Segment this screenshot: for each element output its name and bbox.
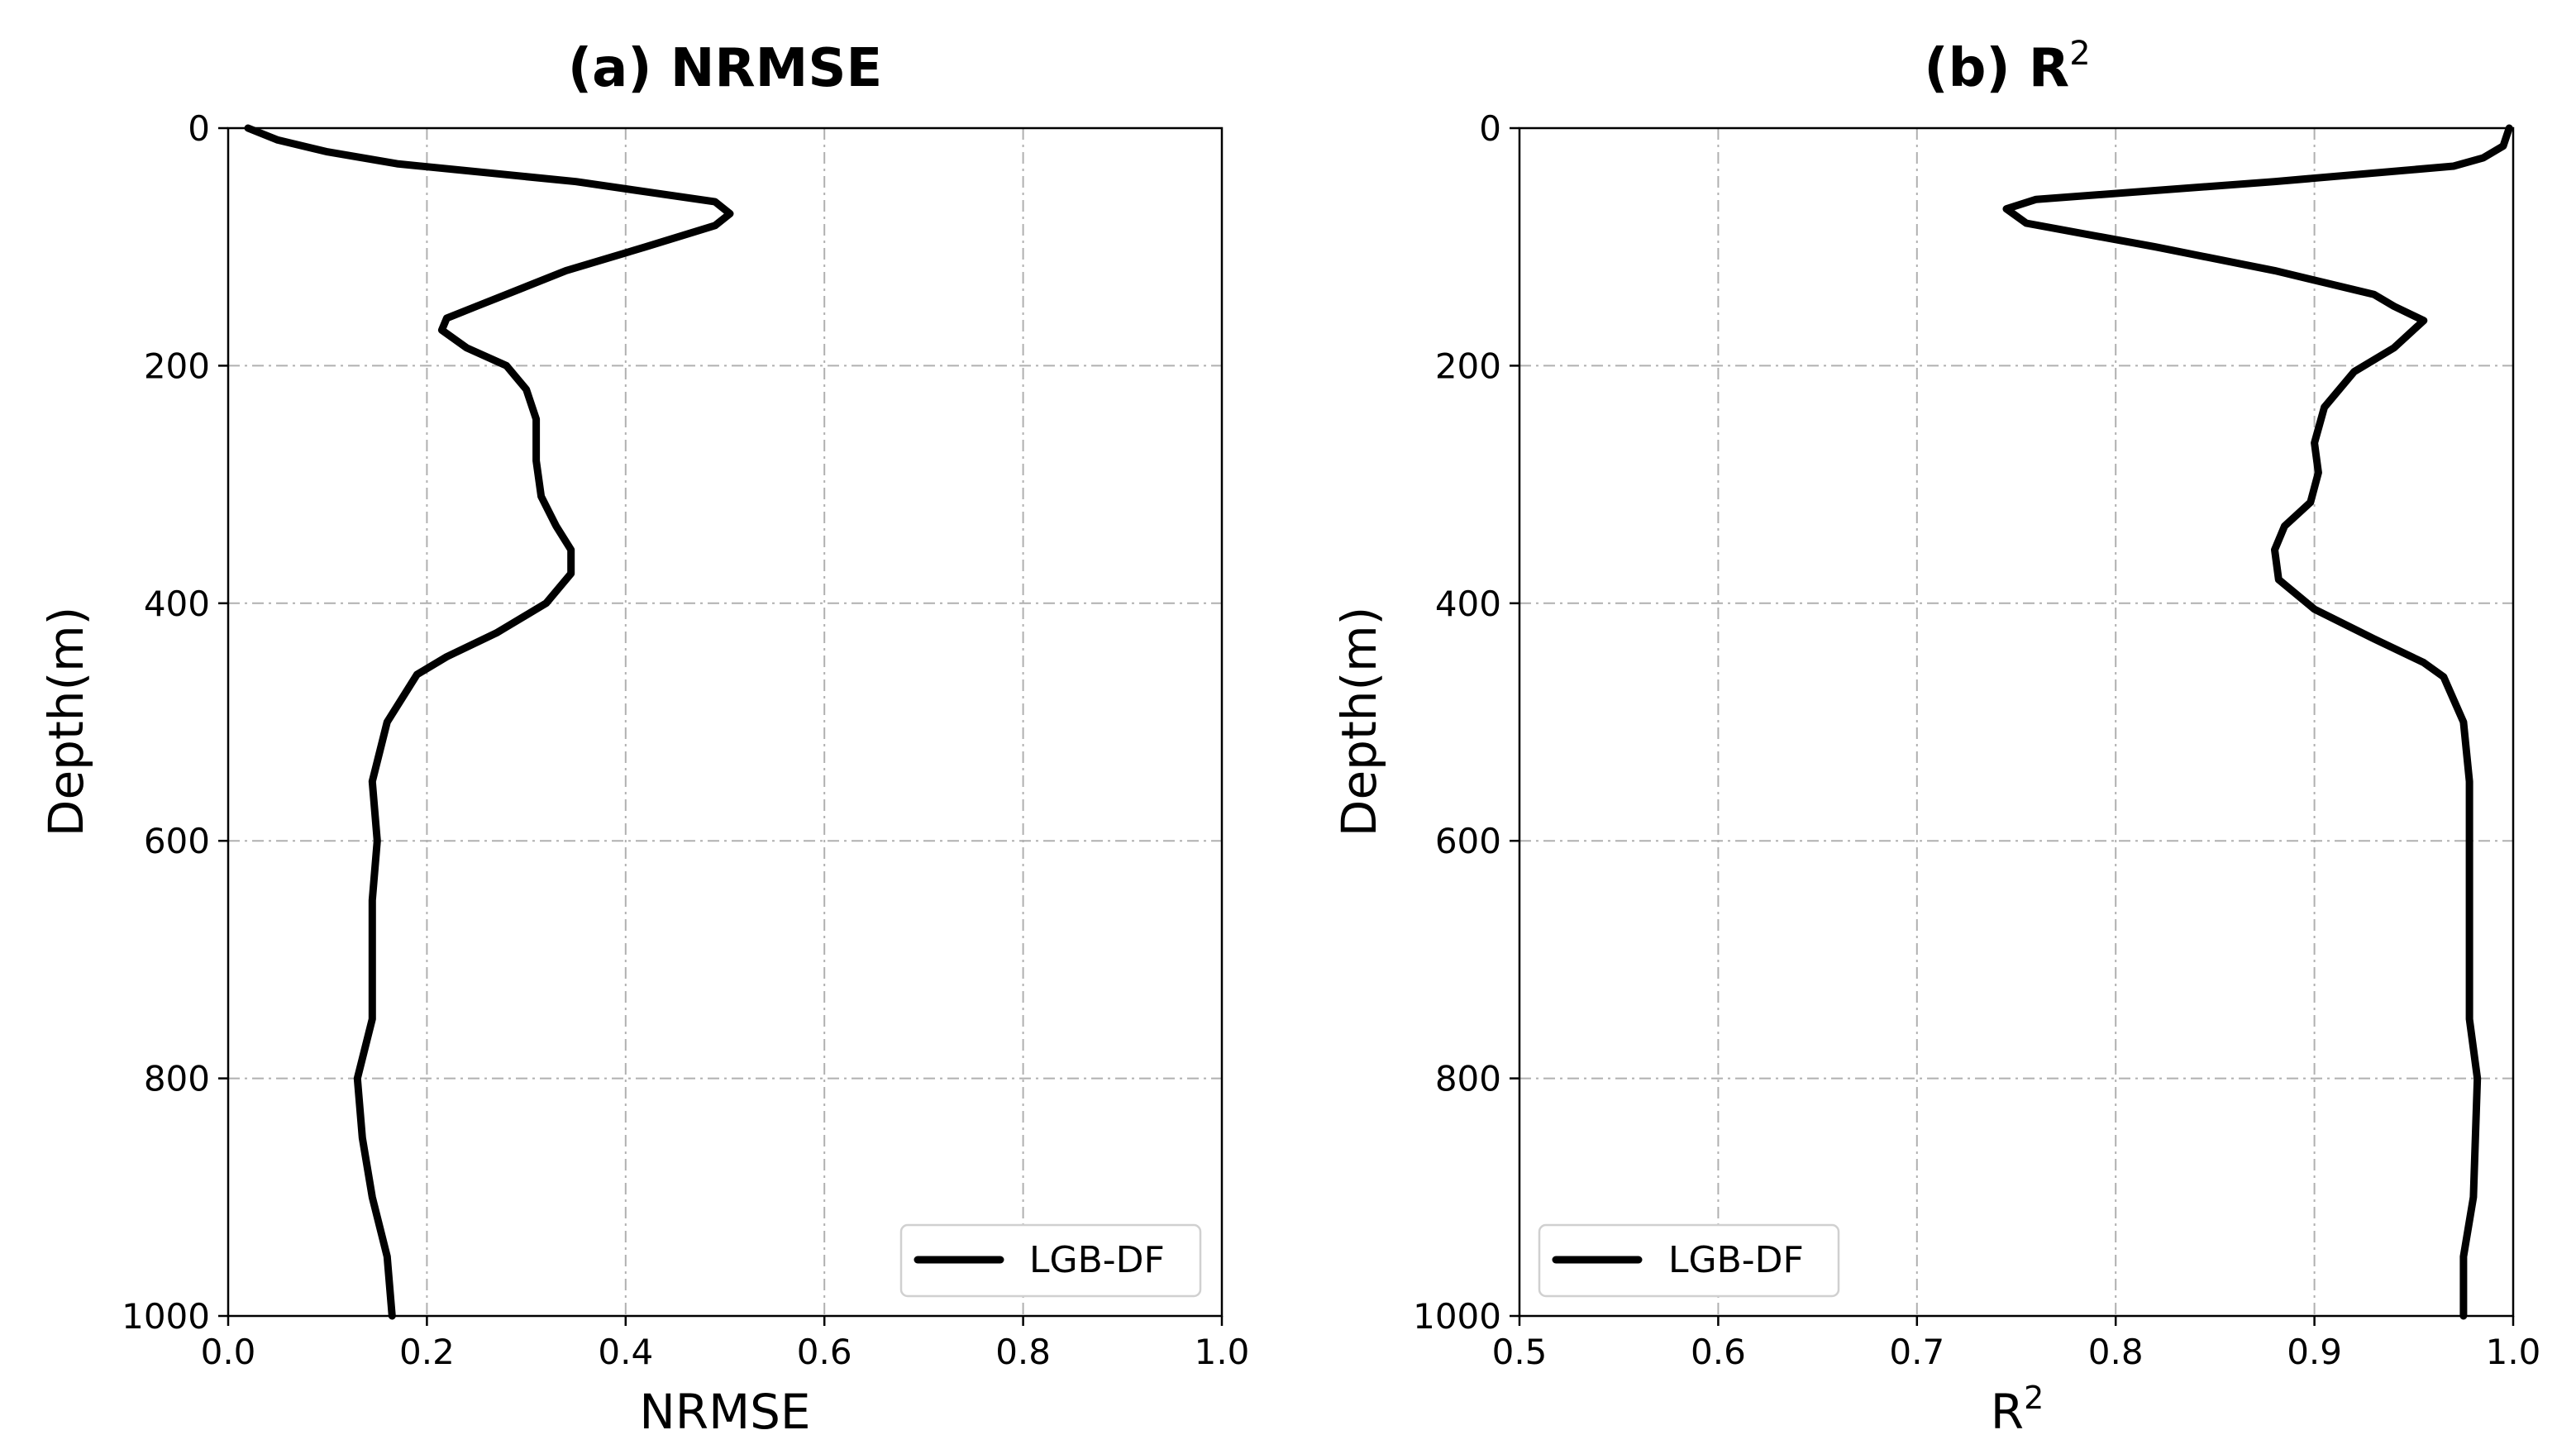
panel-b-title: (b) R2 bbox=[1924, 35, 2090, 99]
panel-b-grid bbox=[1519, 128, 2513, 1316]
x-tick-label: 0.8 bbox=[2088, 1332, 2144, 1372]
panel-b-title-sup: 2 bbox=[2069, 35, 2090, 73]
y-tick-label: 200 bbox=[1435, 346, 1501, 386]
panel-a-frame bbox=[227, 126, 1224, 1318]
y-tick-label: 600 bbox=[144, 821, 210, 861]
x-tick-label: 0.2 bbox=[399, 1332, 455, 1372]
panel-a-ylabel: Depth(m) bbox=[38, 607, 94, 837]
panel-a-legend-box bbox=[899, 1223, 1202, 1298]
panel-b-legend-box bbox=[1538, 1223, 1840, 1298]
panel-b-legend: LGB-DF bbox=[1538, 1223, 1840, 1298]
panel-b-frame bbox=[1518, 126, 2515, 1318]
panel-a-xlabel: NRMSE bbox=[639, 1384, 810, 1440]
panel-b-xlabel: R2 bbox=[1991, 1380, 2044, 1440]
x-tick-label: 0.6 bbox=[1691, 1332, 1746, 1372]
x-tick-label: 0.8 bbox=[995, 1332, 1051, 1372]
panel-a-series bbox=[244, 124, 734, 1320]
panel-b-xlabel-main: R bbox=[1991, 1384, 2024, 1440]
x-tick-label: 0.5 bbox=[1492, 1332, 1548, 1372]
panel-a-ticks: 0.0 0.2 0.4 0.6 0.8 1.0 0 200 400 600 800 1000 bbox=[122, 108, 1249, 1372]
panel-a-title: (a) NRMSE bbox=[568, 38, 882, 99]
panel-b-ylabel: Depth(m) bbox=[1331, 607, 1387, 837]
x-tick-label: 1.0 bbox=[2486, 1332, 2541, 1372]
y-tick-label: 800 bbox=[1435, 1059, 1501, 1099]
panel-r2: (b) R2 0.5 0.6 0.7 0.8 0.9 1.0020040060080010… bbox=[1331, 35, 2540, 1440]
y-tick-label: 400 bbox=[144, 584, 210, 624]
y-tick-label: 800 bbox=[144, 1059, 210, 1099]
y-tick-label: 200 bbox=[144, 346, 210, 386]
panel-nrmse: (a) NRMSE 0.0 0.2 0.4 0.6 0.8 1.0 0 200 400 600 80… bbox=[38, 38, 1249, 1440]
y-tick-label: 0 bbox=[1479, 108, 1501, 149]
x-tick-label: 0.6 bbox=[797, 1332, 852, 1372]
series-line-lgb-df bbox=[2002, 124, 2513, 1320]
x-tick-label: 1.0 bbox=[1195, 1332, 1250, 1372]
panel-a-legend: LGB-DF bbox=[899, 1223, 1202, 1298]
x-tick-label: 0.9 bbox=[2287, 1332, 2342, 1372]
y-tick-label: 400 bbox=[1435, 584, 1501, 624]
y-tick-label: 600 bbox=[1435, 821, 1501, 861]
y-tick-label: 1000 bbox=[1413, 1296, 1501, 1337]
panel-b-series bbox=[2002, 124, 2513, 1320]
x-tick-label: 0.4 bbox=[598, 1332, 653, 1372]
panel-a-grid bbox=[228, 128, 1222, 1316]
y-tick-label: 1000 bbox=[122, 1296, 210, 1337]
y-tick-label: 0 bbox=[188, 108, 210, 149]
x-tick-label: 0.0 bbox=[201, 1332, 256, 1372]
panel-b-ticks: 0.5 0.6 0.7 0.8 0.9 1.0 0 200 400 600 800 1000 bbox=[1413, 108, 2540, 1372]
panel-b-legend-label: LGB-DF bbox=[1668, 1239, 1804, 1281]
x-tick-label: 0.7 bbox=[1889, 1332, 1944, 1372]
panel-b-title-main: (b) R bbox=[1924, 38, 2069, 99]
panel-b-xlabel-sup: 2 bbox=[2024, 1380, 2044, 1416]
series-line-lgb-df bbox=[244, 124, 734, 1320]
panel-a-legend-label: LGB-DF bbox=[1029, 1239, 1165, 1281]
